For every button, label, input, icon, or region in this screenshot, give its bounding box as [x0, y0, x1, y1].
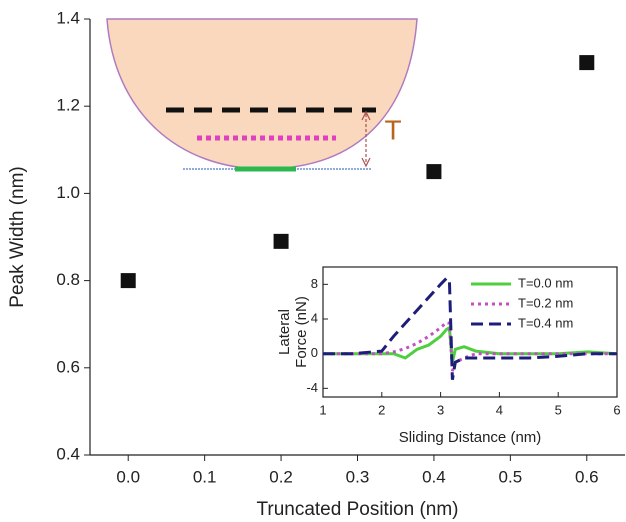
x-tick-label: 1	[319, 402, 326, 417]
y-tick-label: 0.4	[56, 444, 80, 463]
x-axis-title: Sliding Distance (nm)	[399, 429, 542, 446]
y-tick-label: 8	[311, 276, 318, 291]
marker	[120, 273, 136, 289]
y-tick-label: 1.0	[56, 183, 80, 202]
x-tick-label: 4	[496, 402, 503, 417]
schematic: T	[106, 18, 418, 172]
y-tick-label: 1.2	[56, 96, 80, 115]
x-tick-label: 0.1	[193, 467, 217, 486]
y-tick-label: 0.8	[56, 270, 80, 289]
x-tick-label: 0.6	[575, 467, 599, 486]
legend-label: T=0.0 nm	[518, 275, 573, 290]
x-tick-label: 0.2	[269, 467, 293, 486]
marker	[273, 233, 289, 249]
y-tick-label: 4	[311, 310, 318, 325]
x-tick-label: 0.0	[116, 467, 140, 486]
x-tick-label: 5	[555, 402, 562, 417]
x-tick-label: 6	[613, 402, 620, 417]
y-axis-title: Force (nN)	[293, 296, 310, 368]
y-tick-label: -4	[306, 380, 318, 395]
y-axis-title: Lateral	[276, 309, 293, 355]
tip-shape	[106, 18, 418, 170]
y-tick-label: 0	[311, 345, 318, 360]
x-tick-label: 0.5	[499, 467, 523, 486]
marker	[579, 55, 595, 71]
t-label: T	[384, 114, 401, 145]
plot-area	[322, 266, 618, 398]
x-axis-title: Truncated Position (nm)	[256, 499, 458, 520]
x-tick-label: 2	[378, 402, 385, 417]
y-tick-label: 0.6	[56, 357, 80, 376]
inset-chart: 1 2 3 4 5 6 -4 0 4 8 Sliding Distance (nm) Lateral F…	[276, 266, 621, 446]
arrow-head	[361, 110, 371, 168]
y-tick-label: 1.4	[56, 8, 80, 27]
x-tick-label: 0.3	[346, 467, 370, 486]
legend-label: T=0.4 nm	[518, 315, 573, 330]
y-axis-title: Peak Width (nm)	[7, 166, 28, 307]
x-tick-label: 3	[437, 402, 444, 417]
marker	[426, 164, 442, 180]
main-chart: 0.0 0.1 0.2 0.3 0.4 0.5 0.6 0.4 0.6 0.8 1.0 1.2 1.4 T…	[7, 8, 625, 520]
series-line	[323, 276, 617, 380]
x-tick-label: 0.4	[422, 467, 446, 486]
legend-label: T=0.2 nm	[518, 295, 573, 310]
